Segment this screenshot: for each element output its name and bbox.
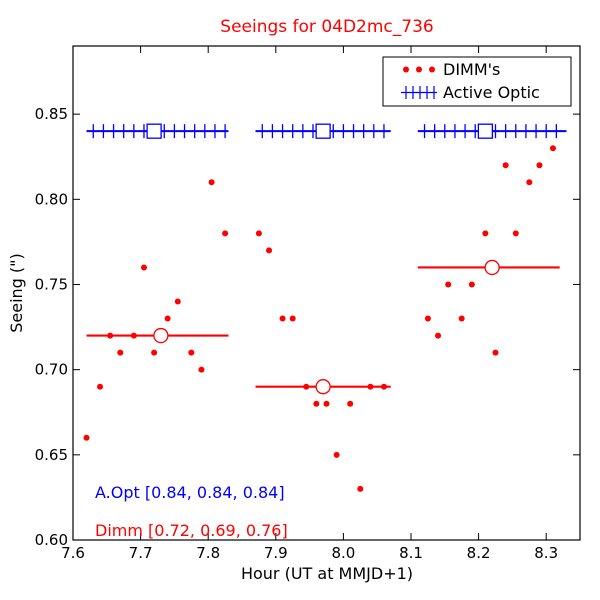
y-tick-label: 0.75	[35, 275, 68, 293]
dimm-median-marker	[484, 259, 500, 276]
plot-area	[83, 123, 567, 492]
dimm-point	[333, 451, 340, 458]
annotation-active-optic: A.Opt [0.84, 0.84, 0.84]	[95, 483, 285, 502]
legend-dimm-dot-3	[429, 66, 435, 73]
dimm-point	[140, 264, 147, 271]
active-optic-median-marker	[477, 123, 494, 139]
dimm-point	[424, 315, 431, 322]
x-tick-label: 8.2	[467, 544, 491, 562]
x-tick-label: 7.9	[264, 544, 288, 562]
dimm-median-marker	[315, 379, 331, 395]
dimm-point	[222, 230, 229, 237]
plot-frame	[72, 45, 581, 541]
legend: DIMM's Active Optic	[382, 56, 572, 107]
dimm-point	[526, 179, 533, 186]
dimm-point	[266, 247, 273, 254]
dimm-point	[435, 332, 442, 339]
legend-dimm-dot-2	[416, 66, 422, 73]
x-tick-label: 7.7	[129, 544, 153, 562]
dimm-point	[468, 281, 475, 288]
y-tick-label: 0.65	[35, 446, 68, 464]
y-tick-label: 0.70	[35, 361, 68, 379]
dimm-point	[512, 230, 519, 237]
annotation-dimm: Dimm [0.72, 0.69, 0.76]	[95, 521, 288, 540]
dimm-point	[380, 383, 387, 390]
dimm-point	[347, 400, 354, 407]
y-axis-label: Seeing (")	[7, 253, 26, 333]
dimm-point	[502, 162, 509, 169]
x-tick-label: 7.6	[61, 544, 85, 562]
dimm-point	[174, 298, 181, 305]
dimm-point	[107, 332, 114, 339]
dimm-point	[164, 315, 171, 322]
dimm-point	[303, 383, 310, 390]
dimm-point	[97, 383, 104, 390]
y-tick-label: 0.60	[35, 531, 68, 549]
dimm-point	[357, 485, 364, 492]
dimm-point	[151, 349, 158, 356]
legend-active-optic-swatch	[401, 86, 437, 99]
y-tick-label: 0.80	[35, 190, 68, 208]
dimm-median-marker	[153, 327, 169, 344]
dimm-point	[255, 230, 262, 237]
dimm-point	[117, 349, 124, 356]
dimm-point	[323, 400, 330, 407]
dimm-point	[367, 383, 374, 390]
dimm-point	[83, 434, 90, 441]
legend-dimm-dot-1	[403, 66, 409, 73]
dimm-point	[313, 400, 320, 407]
legend-box	[382, 56, 572, 107]
chart-title: Seeings for 04D2mc_736	[220, 17, 433, 37]
x-tick-label: 8.3	[534, 544, 558, 562]
active-optic-median-marker	[146, 123, 162, 139]
legend-active-optic-label: Active Optic	[443, 83, 540, 102]
dimm-point	[289, 315, 296, 322]
dimm-point	[198, 366, 205, 373]
dimm-point	[445, 281, 452, 288]
dimm-point	[188, 349, 195, 356]
legend-dimm-label: DIMM's	[443, 60, 500, 79]
dimm-point	[482, 230, 489, 237]
x-tick-label: 8.0	[331, 544, 355, 562]
dimm-point	[492, 349, 499, 356]
dimm-point	[208, 179, 215, 186]
dimm-point	[458, 315, 465, 322]
x-tick-label: 8.1	[399, 544, 423, 562]
dimm-point	[536, 162, 543, 169]
dimm-point	[130, 332, 137, 339]
legend-dimm-swatch	[403, 66, 435, 73]
dimm-point	[279, 315, 286, 322]
active-optic-median-marker	[315, 123, 331, 139]
x-tick-label: 7.8	[196, 544, 220, 562]
y-axis: 0.60 0.65 0.70 0.75 0.80 0.85	[35, 105, 580, 549]
x-axis: 7.6 7.7 7.8 7.9 8.0 8.1 8.2 8.3	[61, 46, 558, 562]
x-axis-label: Hour (UT at MMJD+1)	[241, 564, 413, 583]
y-tick-label: 0.85	[35, 105, 68, 123]
dimm-point	[549, 145, 556, 152]
